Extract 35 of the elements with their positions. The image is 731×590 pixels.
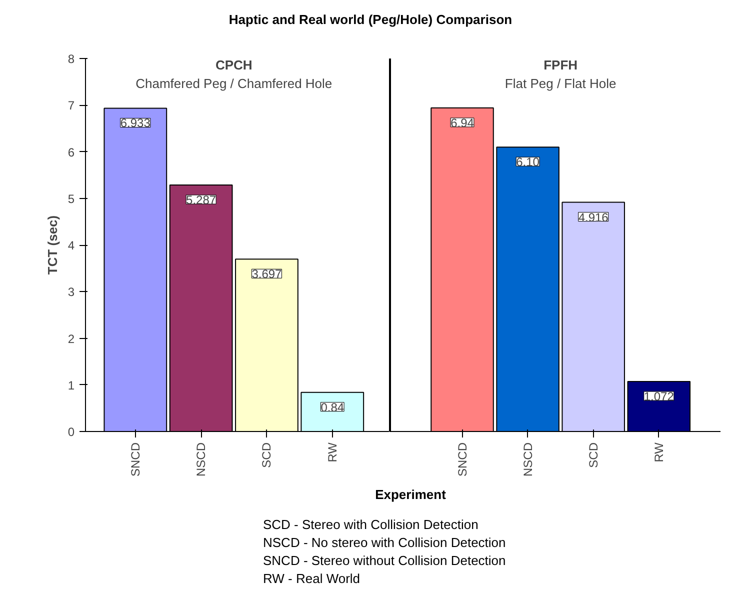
annotation: Flat Peg / Flat Hole (504, 76, 616, 92)
data-label: 6.94 (450, 116, 474, 130)
y-tick-label: 6 (68, 145, 75, 160)
y-tick-label: 5 (68, 192, 75, 206)
annotation: FPFH (544, 57, 578, 72)
x-tick-label: SCD (586, 442, 600, 468)
text: RW - Real World (263, 571, 360, 586)
y-tick-label: 1 (68, 378, 75, 392)
annotation: CPCH (215, 57, 252, 72)
y-tick-label: 7 (68, 98, 75, 113)
y-tick-label: 0 (68, 425, 75, 439)
data-label: 6.933 (120, 116, 151, 130)
data-label: 6.10 (516, 155, 540, 170)
data-label: 5.287 (186, 192, 216, 207)
text: NSCD - No stereo with Collision Detection (263, 535, 506, 550)
y-tick-label: 2 (68, 332, 75, 346)
x-tick-label: NSCD (194, 442, 208, 476)
x-tick-label: NSCD (520, 442, 535, 476)
x-tick-label: RW (325, 442, 340, 462)
y-tick-label: 3 (68, 285, 75, 300)
data-label: 3.697 (252, 267, 282, 282)
chart-title: Haptic and Real world (Peg/Hole) Comparison (228, 11, 512, 29)
x-tick-label: SNCD (128, 442, 142, 476)
data-label: 4.916 (578, 210, 609, 224)
data-label: 1.072 (644, 390, 674, 404)
x-tick-label: RW (652, 442, 666, 462)
x-tick-label: SNCD (455, 442, 470, 476)
x-tick-label: SCD (260, 442, 274, 468)
y-tick-label: 4 (68, 238, 75, 252)
annotation: Chamfered Peg / Chamfered Hole (136, 76, 332, 92)
text: SCD - Stereo with Collision Detection (263, 517, 478, 532)
text: SNCD - Stereo without Collision Detection (263, 553, 506, 568)
y-axis-title: TCT (sec) (44, 215, 60, 275)
y-tick-label: 8 (68, 52, 75, 66)
x-axis-title: Experiment (375, 486, 446, 504)
